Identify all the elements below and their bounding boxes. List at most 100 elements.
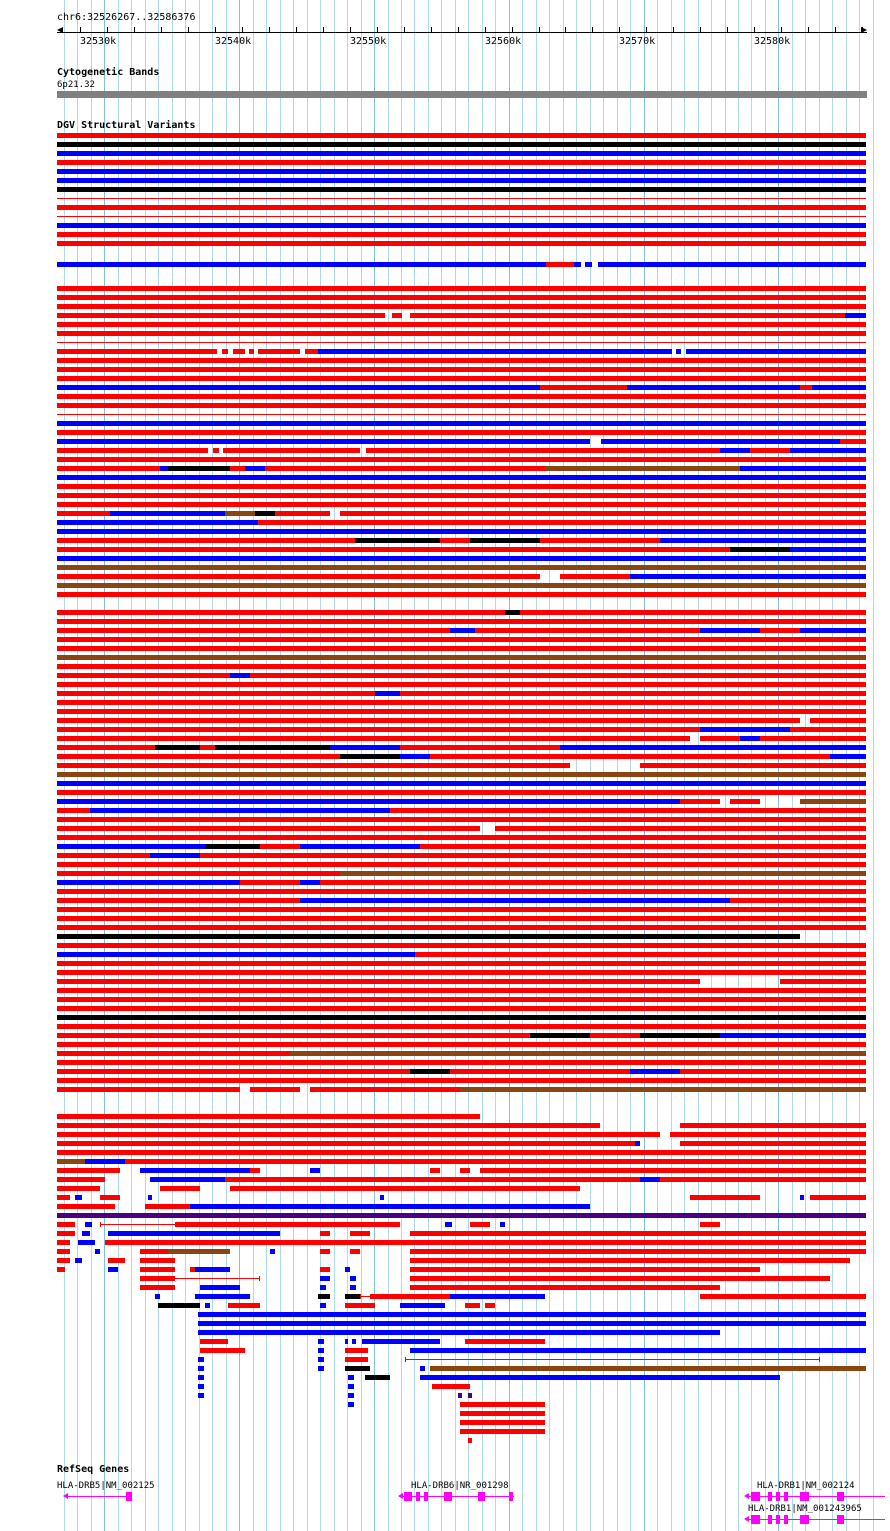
variant-segment[interactable] [460,1420,545,1425]
variant-segment[interactable] [57,745,155,750]
variant-segment[interactable] [676,349,681,354]
variant-segment[interactable] [470,538,540,543]
variant-segment[interactable] [195,1267,230,1272]
variant-segment[interactable] [100,1195,120,1200]
variant-segment[interactable] [410,1231,866,1236]
variant-segment[interactable] [440,538,470,543]
variant-segment[interactable] [158,1303,200,1308]
gene-exon[interactable] [751,1492,760,1501]
variant-segment[interactable] [546,262,574,267]
variant-segment[interactable] [145,1204,190,1209]
variant-segment[interactable] [85,1222,92,1227]
variant-segment[interactable] [258,520,866,525]
variant-segment[interactable] [233,349,245,354]
variant-segment[interactable] [318,1366,324,1371]
variant-segment[interactable] [410,313,845,318]
variant-segment[interactable] [57,313,385,318]
variant-segment[interactable] [57,700,866,705]
variant-segment[interactable] [320,1249,330,1254]
variant-segment[interactable] [150,1177,225,1182]
variant-segment[interactable] [800,799,866,804]
gene-exon[interactable] [837,1515,844,1524]
variant-segment[interactable] [432,1384,470,1389]
variant-segment[interactable] [200,1285,240,1290]
variant-segment[interactable] [108,1267,118,1272]
gene-exon[interactable] [784,1492,788,1501]
variant-segment[interactable] [250,1087,300,1092]
variant-segment[interactable] [318,1357,324,1362]
variant-segment[interactable] [720,1033,866,1038]
variant-segment[interactable] [545,466,740,471]
variant-segment[interactable] [108,1258,125,1263]
variant-segment[interactable] [198,1321,866,1326]
variant-segment[interactable] [57,1204,115,1209]
variant-segment[interactable] [345,1294,360,1299]
variant-segment[interactable] [366,448,720,453]
variant-segment[interactable] [458,1393,462,1398]
variant-segment[interactable] [57,322,866,327]
gene-exon[interactable] [768,1492,772,1501]
variant-segment[interactable] [810,1195,866,1200]
variant-segment[interactable] [57,286,866,291]
variant-segment[interactable] [57,151,866,156]
variant-segment[interactable] [250,1168,260,1173]
variant-segment[interactable] [57,1186,100,1191]
variant-segment[interactable] [198,1384,204,1389]
variant-segment[interactable] [310,1168,320,1173]
variant-segment[interactable] [250,673,866,678]
variant-segment[interactable] [680,1123,866,1128]
variant-segment[interactable] [500,1222,505,1227]
variant-segment[interactable] [355,538,440,543]
variant-segment[interactable] [57,619,866,624]
variant-segment[interactable] [348,1393,354,1398]
variant-segment[interactable] [495,826,866,831]
gene-exon[interactable] [784,1515,788,1524]
variant-segment[interactable] [345,1339,348,1344]
variant-segment[interactable] [640,763,866,768]
variant-segment[interactable] [410,1258,850,1263]
variant-segment[interactable] [175,1222,400,1227]
variant-segment[interactable] [430,1168,440,1173]
variant-segment[interactable] [255,511,275,516]
variant-segment[interactable] [790,448,866,453]
variant-segment[interactable] [400,1303,445,1308]
variant-segment[interactable] [812,385,866,390]
variant-segment[interactable] [57,1177,105,1182]
variant-segment[interactable] [57,367,866,372]
variant-segment[interactable] [140,1258,175,1263]
variant-segment[interactable] [57,1213,866,1218]
variant-segment[interactable] [352,1339,356,1344]
variant-segment[interactable] [57,835,866,840]
variant-segment[interactable] [415,952,866,957]
variant-segment[interactable] [198,1330,720,1335]
variant-segment[interactable] [230,466,245,471]
variant-segment[interactable] [348,1384,354,1389]
variant-segment[interactable] [57,376,866,381]
variant-segment[interactable] [340,754,400,759]
variant-segment[interactable] [57,691,375,696]
gene-label[interactable]: HLA-DRB5|NM_002125 [57,1481,155,1491]
gene-exon[interactable] [424,1492,428,1501]
variant-segment[interactable] [445,1222,452,1227]
variant-segment[interactable] [57,1051,290,1056]
variant-segment[interactable] [680,1069,866,1074]
variant-segment[interactable] [380,1195,384,1200]
variant-segment[interactable] [330,745,400,750]
variant-segment[interactable] [700,1222,720,1227]
variant-segment[interactable] [470,1222,490,1227]
variant-segment[interactable] [57,1231,75,1236]
variant-segment[interactable] [57,889,866,894]
variant-segment[interactable] [222,349,228,354]
variant-segment[interactable] [57,907,866,912]
variant-segment[interactable] [168,1249,230,1254]
variant-segment[interactable] [375,691,400,696]
variant-segment[interactable] [57,646,866,651]
gene-exon[interactable] [478,1492,485,1501]
gene-exon[interactable] [509,1492,513,1501]
variant-segment[interactable] [601,439,840,444]
variant-segment[interactable] [168,466,230,471]
variant-segment[interactable] [213,448,219,453]
variant-segment[interactable] [57,853,150,858]
variant-segment[interactable] [190,1204,590,1209]
variant-segment[interactable] [57,1168,120,1173]
